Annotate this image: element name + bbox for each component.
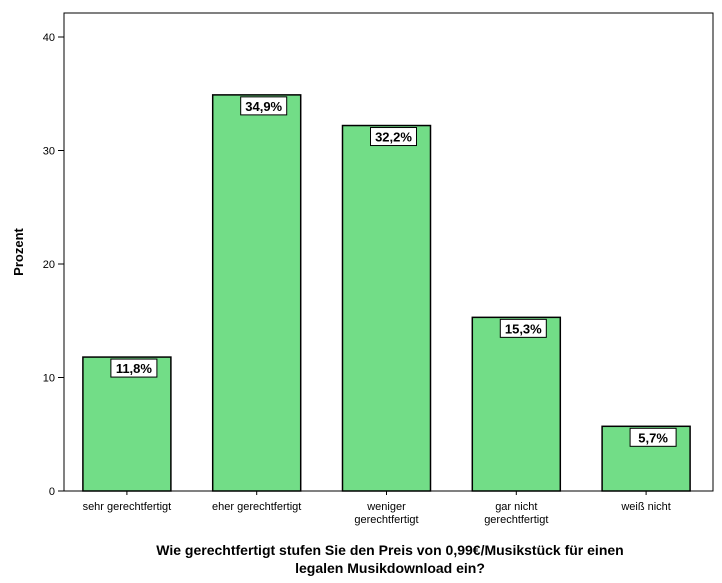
y-axis-title: Prozent xyxy=(11,227,26,275)
data-label-3: 15,3% xyxy=(505,321,542,336)
y-tick-label-1: 10 xyxy=(43,373,55,385)
y-axis: 0 10 20 30 40 xyxy=(43,32,64,498)
category-label-4-line-0: weiß nicht xyxy=(620,501,671,513)
category-label-2-line-0: weniger xyxy=(366,501,406,513)
y-tick-label-3: 30 xyxy=(43,146,55,158)
category-label-2-line-1: gerechtfertigt xyxy=(354,514,418,526)
bar-1 xyxy=(211,94,302,492)
x-axis-title-line-1: Wie gerechtfertigt stufen Sie den Preis … xyxy=(156,542,623,558)
y-tick-label-2: 20 xyxy=(43,259,55,271)
bar-3 xyxy=(471,316,562,492)
x-axis-title-line-2: legalen Musikdownload ein? xyxy=(295,560,485,576)
bar-2 xyxy=(341,124,432,492)
y-tick-label-0: 0 xyxy=(49,486,55,498)
data-label-4: 5,7% xyxy=(638,430,668,445)
data-label-box-4 xyxy=(629,427,677,447)
category-label-1-line-0: eher gerechtfertigt xyxy=(212,501,301,513)
data-label-box-1 xyxy=(240,96,288,116)
data-label-0: 11,8% xyxy=(116,361,153,376)
data-label-2: 32,2% xyxy=(375,130,412,145)
category-label-0-line-0: sehr gerechtfertigt xyxy=(83,501,172,513)
data-label-box-2 xyxy=(370,127,417,147)
category-labels: sehr gerechtfertigt eher gerechtfertigt we… xyxy=(83,491,671,526)
category-label-3-line-0: gar nicht xyxy=(495,501,537,513)
data-label-1: 34,9% xyxy=(245,99,282,114)
data-label-box-0 xyxy=(110,358,158,378)
bar-0 xyxy=(82,356,172,492)
bars-group: 11,8% 34,9% 32,2% 15,3% 5,7% xyxy=(82,94,691,492)
y-tick-label-4: 40 xyxy=(43,32,55,44)
data-label-box-3 xyxy=(499,318,547,338)
category-label-3-line-1: gerechtfertigt xyxy=(484,514,548,526)
